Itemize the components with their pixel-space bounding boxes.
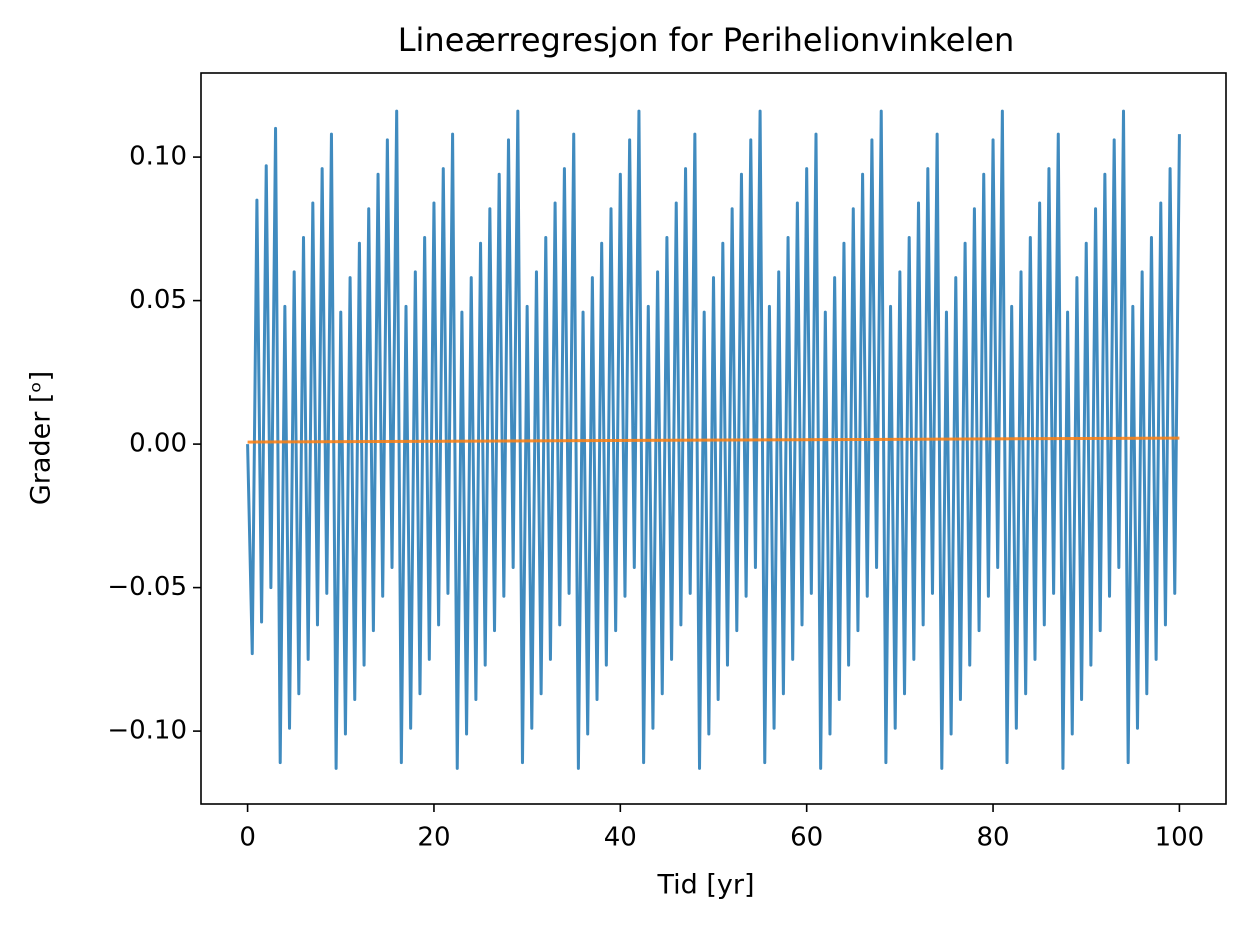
x-tick-label: 60 bbox=[790, 823, 823, 853]
y-tick-label: 0.00 bbox=[129, 429, 187, 459]
x-tick-label: 0 bbox=[239, 823, 256, 853]
x-tick-label: 40 bbox=[604, 823, 637, 853]
x-tick-label: 100 bbox=[1155, 823, 1205, 853]
y-tick-label: −0.05 bbox=[107, 572, 187, 602]
y-tick-label: 0.10 bbox=[129, 142, 187, 172]
line-series bbox=[246, 109, 1181, 770]
chart-title: Lineærregresjon for Perihelionvinkelen bbox=[398, 21, 1015, 59]
x-tick-label: 20 bbox=[417, 823, 450, 853]
line-series bbox=[247, 436, 1180, 444]
y-tick-label: −0.10 bbox=[107, 716, 187, 746]
plot-frame bbox=[200, 72, 1227, 805]
x-axis-label: Tid [yr] bbox=[656, 870, 754, 901]
y-tick-label: 0.05 bbox=[129, 285, 187, 315]
y-axis-label: Grader [ᵒ] bbox=[26, 371, 57, 505]
x-tick-label: 80 bbox=[976, 823, 1009, 853]
